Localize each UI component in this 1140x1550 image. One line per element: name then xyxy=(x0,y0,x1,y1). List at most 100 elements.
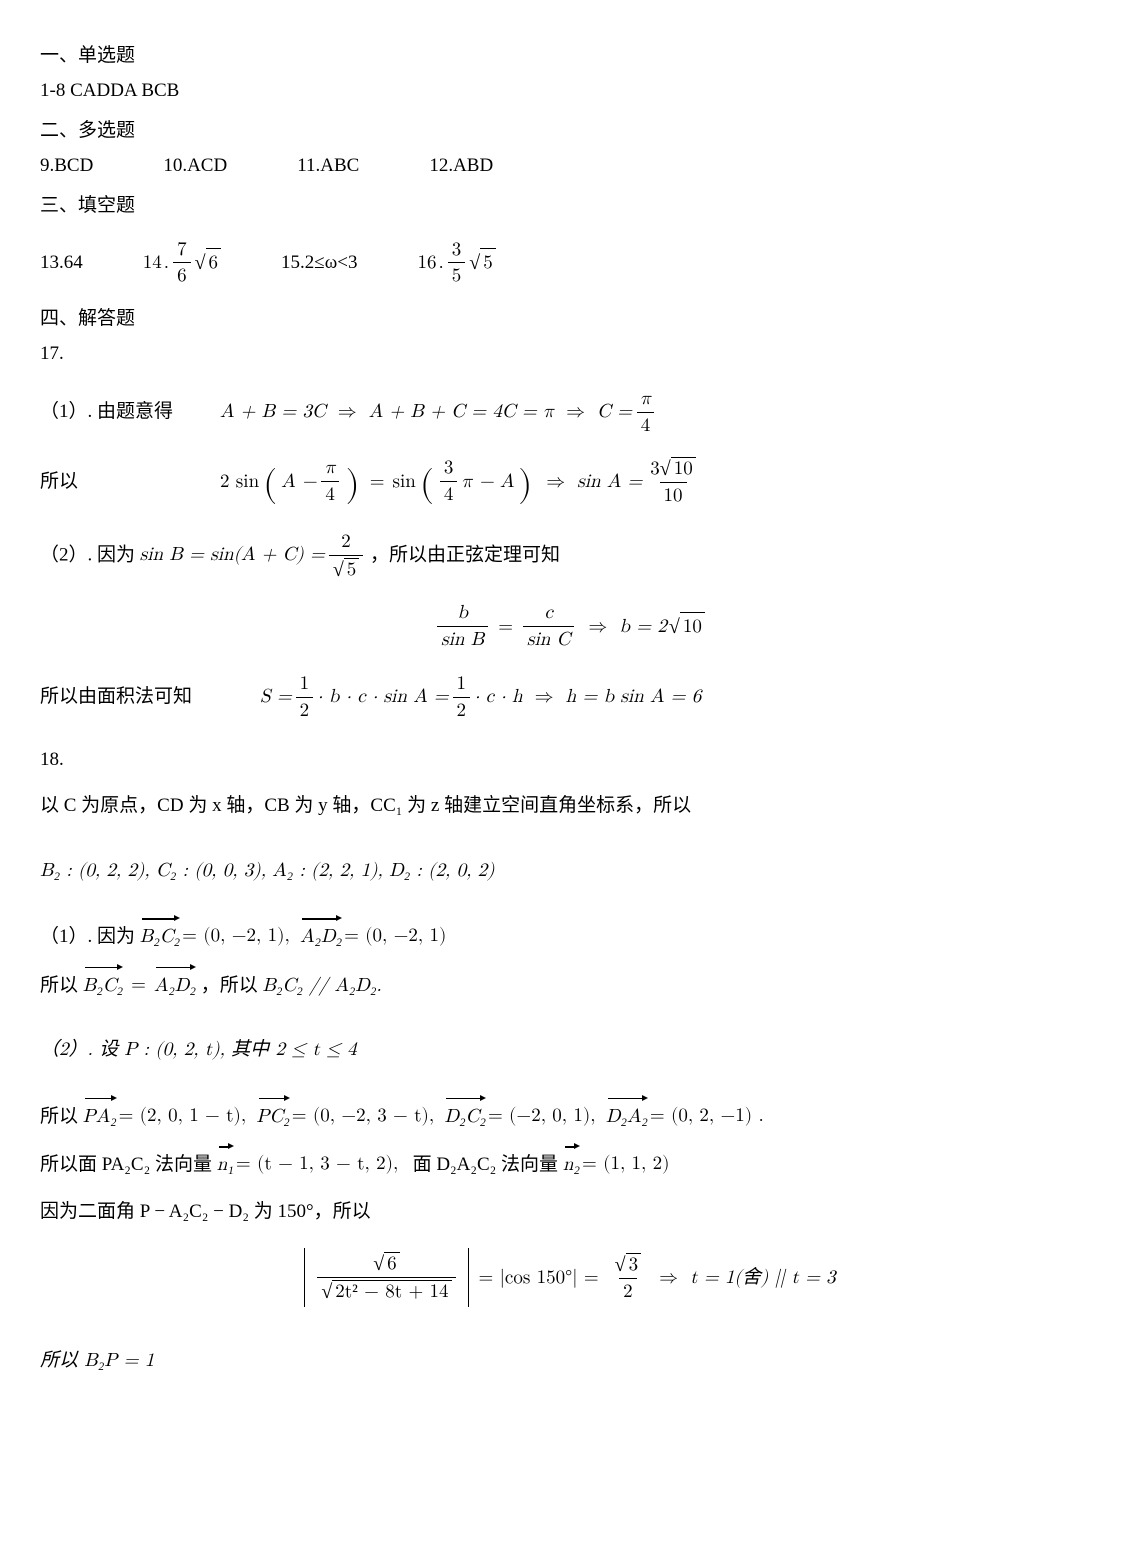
eq-sinB-num: 2 xyxy=(337,531,355,555)
q17-eq3: bsin B = csin C ⇒ b = 2 √10 xyxy=(40,602,1100,651)
eq-bcsinA: · b · c · sin A = xyxy=(317,683,448,712)
vec-b2c2-val: = (0, −2, 1), xyxy=(182,922,290,951)
q18-so1: 所以 xyxy=(40,975,78,996)
eq-4: 4 xyxy=(440,481,458,506)
q18-par: B₂C₂ // A₂D₂. xyxy=(262,972,381,1001)
vec-d2a2-val: = (0, 2, −1) . xyxy=(650,1102,764,1131)
ans-12: 12.ABD xyxy=(429,152,493,181)
ans-15-n: 15 xyxy=(281,252,300,273)
q17-area-lead: 所以由面积法可知 xyxy=(40,683,240,712)
q18-p1-lead: （1）. 因为 xyxy=(40,926,135,947)
eq-2sin: 2 sin xyxy=(220,468,259,497)
eq-sinB: sin B = sin(A + C) = 2 √5 xyxy=(140,531,366,581)
eq-c-den: 4 xyxy=(637,412,655,437)
vec-b2c2: B₂C₂ xyxy=(140,921,180,952)
frac-7-6: 7 6 xyxy=(173,239,191,288)
half1a: 1 xyxy=(296,673,314,697)
eq-b: b xyxy=(453,602,472,626)
ans-9-v: BCD xyxy=(54,155,93,176)
eq-sinC-d: sin C xyxy=(523,626,574,651)
ans-16-n: 16 xyxy=(417,249,436,278)
ans-16-num: 3 xyxy=(448,239,466,263)
ans-14-num: 7 xyxy=(173,239,191,263)
eq-sin: 2 sin ( A − π4 ) = sin ( 34 π − A ) ⇒ si… xyxy=(220,457,702,507)
ans-15: 15.2≤ω<3 xyxy=(281,249,357,278)
ans-15-mid: ≤ω< xyxy=(314,252,348,273)
eq-abc-l: A + B = 3C xyxy=(220,398,326,427)
q18-angle-line: 因为二面角 P − A₂C₂ − D₂ 为 150°，所以 xyxy=(40,1198,1100,1227)
multi-answers-row: 9.BCD 10.ACD 11.ABC 12.ABD xyxy=(40,152,1100,181)
section-multi-title: 二、多选题 xyxy=(40,117,1100,146)
ans-16-den: 5 xyxy=(448,262,466,287)
sqrt-6: √6 xyxy=(195,248,221,278)
single-answers: 1-8 CADDA BCB xyxy=(40,77,1100,106)
q18-p1-line2: 所以 B₂C₂ = A₂D₂ ，所以 B₂C₂ // A₂D₂. xyxy=(40,970,1100,1001)
sqrt-5: √5 xyxy=(469,248,495,278)
eq-c-eq: C = xyxy=(597,398,632,427)
eq-sinB-d: sin B xyxy=(437,626,488,651)
section-solve-title: 四、解答题 xyxy=(40,305,1100,334)
ans-11-n: 11 xyxy=(297,155,315,176)
ans-14-den: 6 xyxy=(173,262,191,287)
q18-so2: 所以 xyxy=(40,1106,78,1127)
eq-sinA-eq: sin A = xyxy=(577,468,642,497)
ans-10-n: 10 xyxy=(163,155,182,176)
eq-pi-den: 4 xyxy=(321,481,339,506)
q18-p1-line1: （1）. 因为 B₂C₂ = (0, −2, 1), A₂D₂ = (0, −2… xyxy=(40,921,1100,952)
q17-area: 所以由面积法可知 S = 12 · b · c · sin A = 12 · c… xyxy=(40,673,1100,722)
vec-a2d2: A₂D₂ xyxy=(300,921,342,952)
eq-ch: · c · h xyxy=(474,683,523,712)
ans-11-v: ABC xyxy=(320,155,359,176)
ans-12-n: 12 xyxy=(429,155,448,176)
vec-pa2-val: = (2, 0, 1 − t), xyxy=(119,1102,247,1131)
vec-a2d2-val: = (0, −2, 1) xyxy=(344,922,446,951)
ans-16: 16. 3 5 √5 xyxy=(417,239,495,288)
q18-pts-text: B₂ : (0, 2, 2), C₂ : (0, 0, 3), A₂ : (2,… xyxy=(40,857,495,886)
vec-a2d2-lbl2: A₂D₂ xyxy=(154,976,196,995)
q17-p1-lead: （1）. 由题意得 xyxy=(40,398,200,427)
fillblank-row: 13.64 14. 7 6 √6 15.2≤ω<3 16. 3 5 √5 xyxy=(40,239,1100,288)
eq-b2: b = 2 xyxy=(619,613,666,642)
eq-3coef: 3 xyxy=(650,459,660,478)
vec-d2c2-val: = (−2, 0, 1), xyxy=(488,1102,596,1131)
eq-c-num: π xyxy=(636,388,655,412)
eq-sinB-rad: 5 xyxy=(344,558,360,581)
q17-p2-pre: （2）. 因为 xyxy=(40,544,140,565)
ans-12-v: ABD xyxy=(453,155,493,176)
fin-mid: = |cos 150°| = xyxy=(471,1264,607,1293)
fin-rhs-rad: 3 xyxy=(626,1253,642,1276)
ans-15-pre: 2 xyxy=(305,252,315,273)
n2-lbl: n₂ xyxy=(563,1155,580,1174)
ans-13-n: 13 xyxy=(40,252,59,273)
q17-number: 17. xyxy=(40,340,1100,369)
q17-p2-lead: （2）. 因为 sin B = sin(A + C) = 2 √5 ，所以由正弦… xyxy=(40,531,1100,581)
eq-abc: A + B = 3C ⇒ A + B + C = 4C = π ⇒ C = π4 xyxy=(220,388,657,437)
fin-res: t = 1(舍) || t = 3 xyxy=(690,1264,836,1293)
q17-p1-eq2: 所以 2 sin ( A − π4 ) = sin ( 34 π − A ) ⇒… xyxy=(40,457,1100,507)
n2-val: = (1, 1, 2) xyxy=(582,1150,670,1179)
n1-lbl: n₁ xyxy=(217,1155,234,1174)
ans-14: 14. 7 6 √6 xyxy=(143,239,221,288)
frac-3-5: 3 5 xyxy=(448,239,466,288)
ans-16-rad: 5 xyxy=(480,248,496,278)
eq-piA: π − A xyxy=(461,468,514,497)
ans-9-n: 9 xyxy=(40,155,50,176)
q17-p1-eq1: （1）. 由题意得 A + B = 3C ⇒ A + B + C = 4C = … xyxy=(40,388,1100,437)
vec-d2c2-lbl: D₂C₂ xyxy=(444,1107,485,1126)
vec-b2c2-lbl2: B₂C₂ xyxy=(83,976,123,995)
vec-a2d2-lbl: A₂D₂ xyxy=(300,927,342,946)
n1-pre: 所以面 PA₂C₂ 法向量 xyxy=(40,1154,212,1175)
ans-10-v: ACD xyxy=(187,155,227,176)
q17-so: 所以 xyxy=(40,468,200,497)
q17-p2-post: ，所以由正弦定理可知 xyxy=(370,544,560,565)
fin-den: 2t² − 8t + 14 xyxy=(332,1280,451,1303)
eq-sin-r: sin xyxy=(393,468,416,497)
half2b: 2 xyxy=(453,697,471,722)
vec-pa2-lbl: PA₂ xyxy=(83,1107,117,1126)
eq-den10: 10 xyxy=(660,482,687,507)
eq-S: S = xyxy=(260,683,292,712)
ans-14-n: 14 xyxy=(143,249,162,278)
ans-9: 9.BCD xyxy=(40,152,93,181)
ans-15-post: 3 xyxy=(348,252,358,273)
ans-13-v: 64 xyxy=(64,252,83,273)
